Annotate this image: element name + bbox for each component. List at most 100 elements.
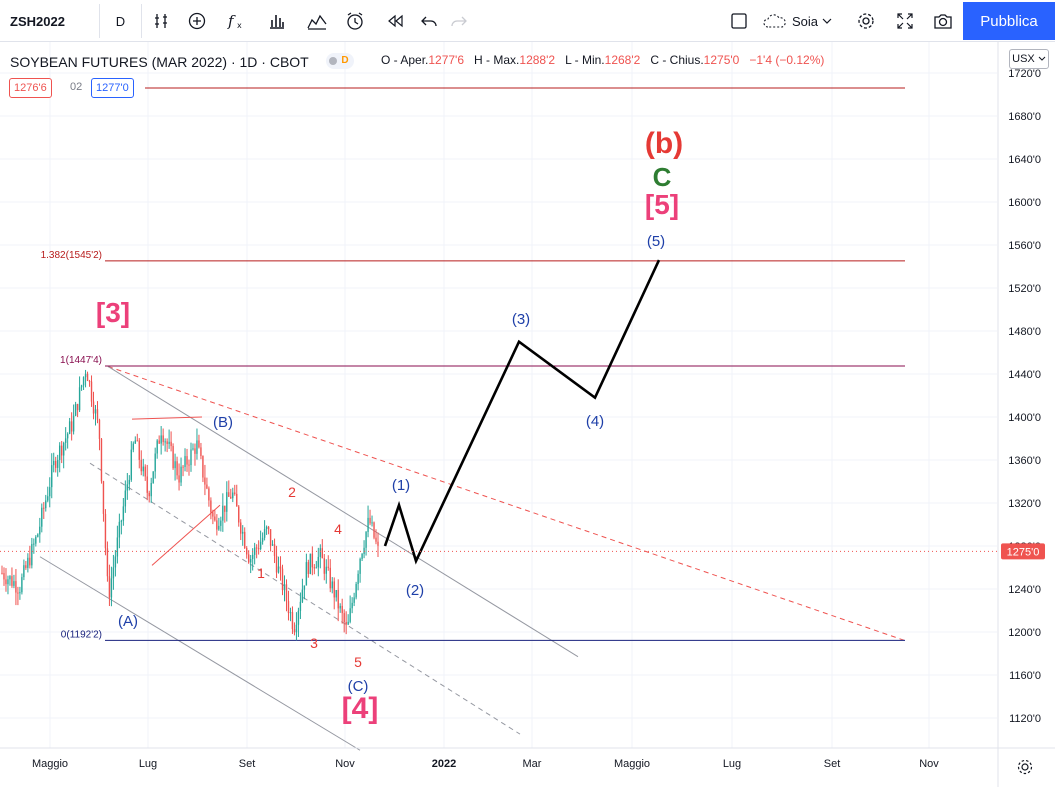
candle-body (245, 547, 248, 555)
delayed-badge[interactable]: D (326, 53, 355, 69)
candle-body (333, 581, 335, 598)
candle-body (277, 566, 280, 573)
candle-body (194, 448, 196, 454)
candle-body (377, 541, 379, 546)
candle-body (55, 460, 57, 468)
ohlc-values: O - Aper.1277'6 H - Max.1288'2 L - Min.1… (381, 53, 825, 67)
ask-button[interactable]: 1277'0 (91, 78, 134, 98)
candle-body (17, 592, 19, 594)
candle-body (124, 490, 127, 507)
wave-projection-path (383, 259, 661, 565)
candle-body (3, 573, 5, 580)
candle-body (110, 578, 113, 598)
candle-body (325, 566, 327, 574)
fullscreen-icon[interactable] (890, 4, 920, 38)
wave-label: (3) (512, 311, 530, 328)
compare-icon[interactable] (146, 4, 176, 38)
candle-body (206, 484, 208, 489)
candle-body (367, 517, 369, 533)
price-tick-label: 1160'0 (1009, 670, 1041, 682)
candle-body (200, 447, 202, 456)
candle-body (158, 440, 160, 444)
candle-body (136, 440, 138, 442)
currency-selector[interactable]: USX (1009, 49, 1049, 69)
candle-body (27, 557, 29, 568)
svg-text:f: f (227, 12, 236, 30)
channel-mid-dashed-line (89, 462, 521, 735)
wave-label: [5] (645, 189, 679, 220)
redo-icon[interactable] (444, 4, 474, 38)
candle-body (102, 481, 105, 514)
candle-body (142, 466, 144, 472)
fib-level-label: 1.382(1545'2) (41, 250, 102, 261)
candle-body (11, 576, 13, 586)
templates-icon[interactable] (302, 4, 332, 38)
candle-body (140, 459, 142, 472)
candle-body (371, 522, 373, 524)
bid-button[interactable]: 1276'6 (9, 78, 52, 98)
undo-icon[interactable] (414, 4, 444, 38)
channel-upper-line (107, 366, 579, 658)
alert-icon[interactable] (340, 4, 370, 38)
chart-settings-icon-outer (1017, 759, 1033, 775)
price-tick-label: 1440'0 (1008, 369, 1041, 381)
wave-label: (B) (213, 414, 233, 431)
candle-body (41, 507, 43, 527)
candle-body (327, 566, 329, 568)
chart-legend: SOYBEAN FUTURES (MAR 2022) · 1D · CBOT D (10, 51, 355, 70)
symbol-title[interactable]: SOYBEAN FUTURES (MAR 2022) · 1D · CBOT (10, 54, 309, 70)
chart-settings-icon[interactable] (1017, 759, 1033, 775)
settings-icon[interactable] (851, 4, 881, 38)
price-tick-label: 1640'0 (1008, 154, 1041, 166)
candle-body (23, 565, 25, 578)
candle-body (122, 506, 125, 521)
price-tick-label: 1360'0 (1008, 455, 1041, 467)
publish-button[interactable]: Pubblica (963, 2, 1055, 40)
price-tick-label: 1320'0 (1008, 498, 1041, 510)
add-symbol-icon[interactable] (182, 4, 212, 38)
candle-body (82, 377, 85, 386)
candle-body (21, 577, 23, 593)
replay-icon[interactable] (380, 4, 410, 38)
candle-body (198, 440, 200, 448)
candle-body (134, 440, 136, 444)
candle-body (150, 483, 152, 497)
candle-body (293, 629, 296, 633)
candle-body (218, 525, 220, 530)
candle-body (116, 537, 119, 557)
candle-body (35, 536, 37, 544)
candle-body (361, 553, 363, 559)
candle-body (13, 581, 15, 586)
bar-style-icon[interactable] (262, 4, 292, 38)
candle-body (190, 449, 192, 466)
candle-body (37, 534, 39, 537)
candle-body (353, 597, 355, 603)
candle-body (176, 461, 178, 476)
fib-level-label: 0(1192'2) (61, 629, 102, 640)
snapshot-icon[interactable] (928, 4, 958, 38)
candle-body (271, 544, 274, 546)
candle-body (162, 435, 164, 443)
wave-label: (1) (392, 477, 410, 494)
wave-label: (4) (586, 413, 604, 430)
layout-icon[interactable] (724, 4, 754, 38)
wave-label: (A) (118, 613, 138, 630)
candle-body (51, 465, 53, 488)
candle-body (291, 612, 294, 630)
candle-body (49, 487, 51, 497)
candle-body (74, 404, 77, 416)
symbol-search-button[interactable]: ZSH2022 (0, 4, 100, 38)
candle-body (297, 610, 300, 625)
candle-body (345, 622, 347, 625)
interval-button[interactable]: D (100, 4, 142, 38)
chart-canvas[interactable]: 1.382(1545'2) 1(1447'4) 0(1192'2) (b)C[5] (… (0, 42, 1055, 787)
candle-body (287, 601, 290, 614)
layout-name-button[interactable]: Soia (762, 4, 846, 38)
price-tick-label: 1480'0 (1008, 326, 1041, 338)
candle-body (168, 441, 170, 444)
candle-body (337, 590, 339, 609)
candle-body (148, 492, 150, 497)
candle-body (76, 404, 79, 411)
candle-body (289, 612, 292, 614)
